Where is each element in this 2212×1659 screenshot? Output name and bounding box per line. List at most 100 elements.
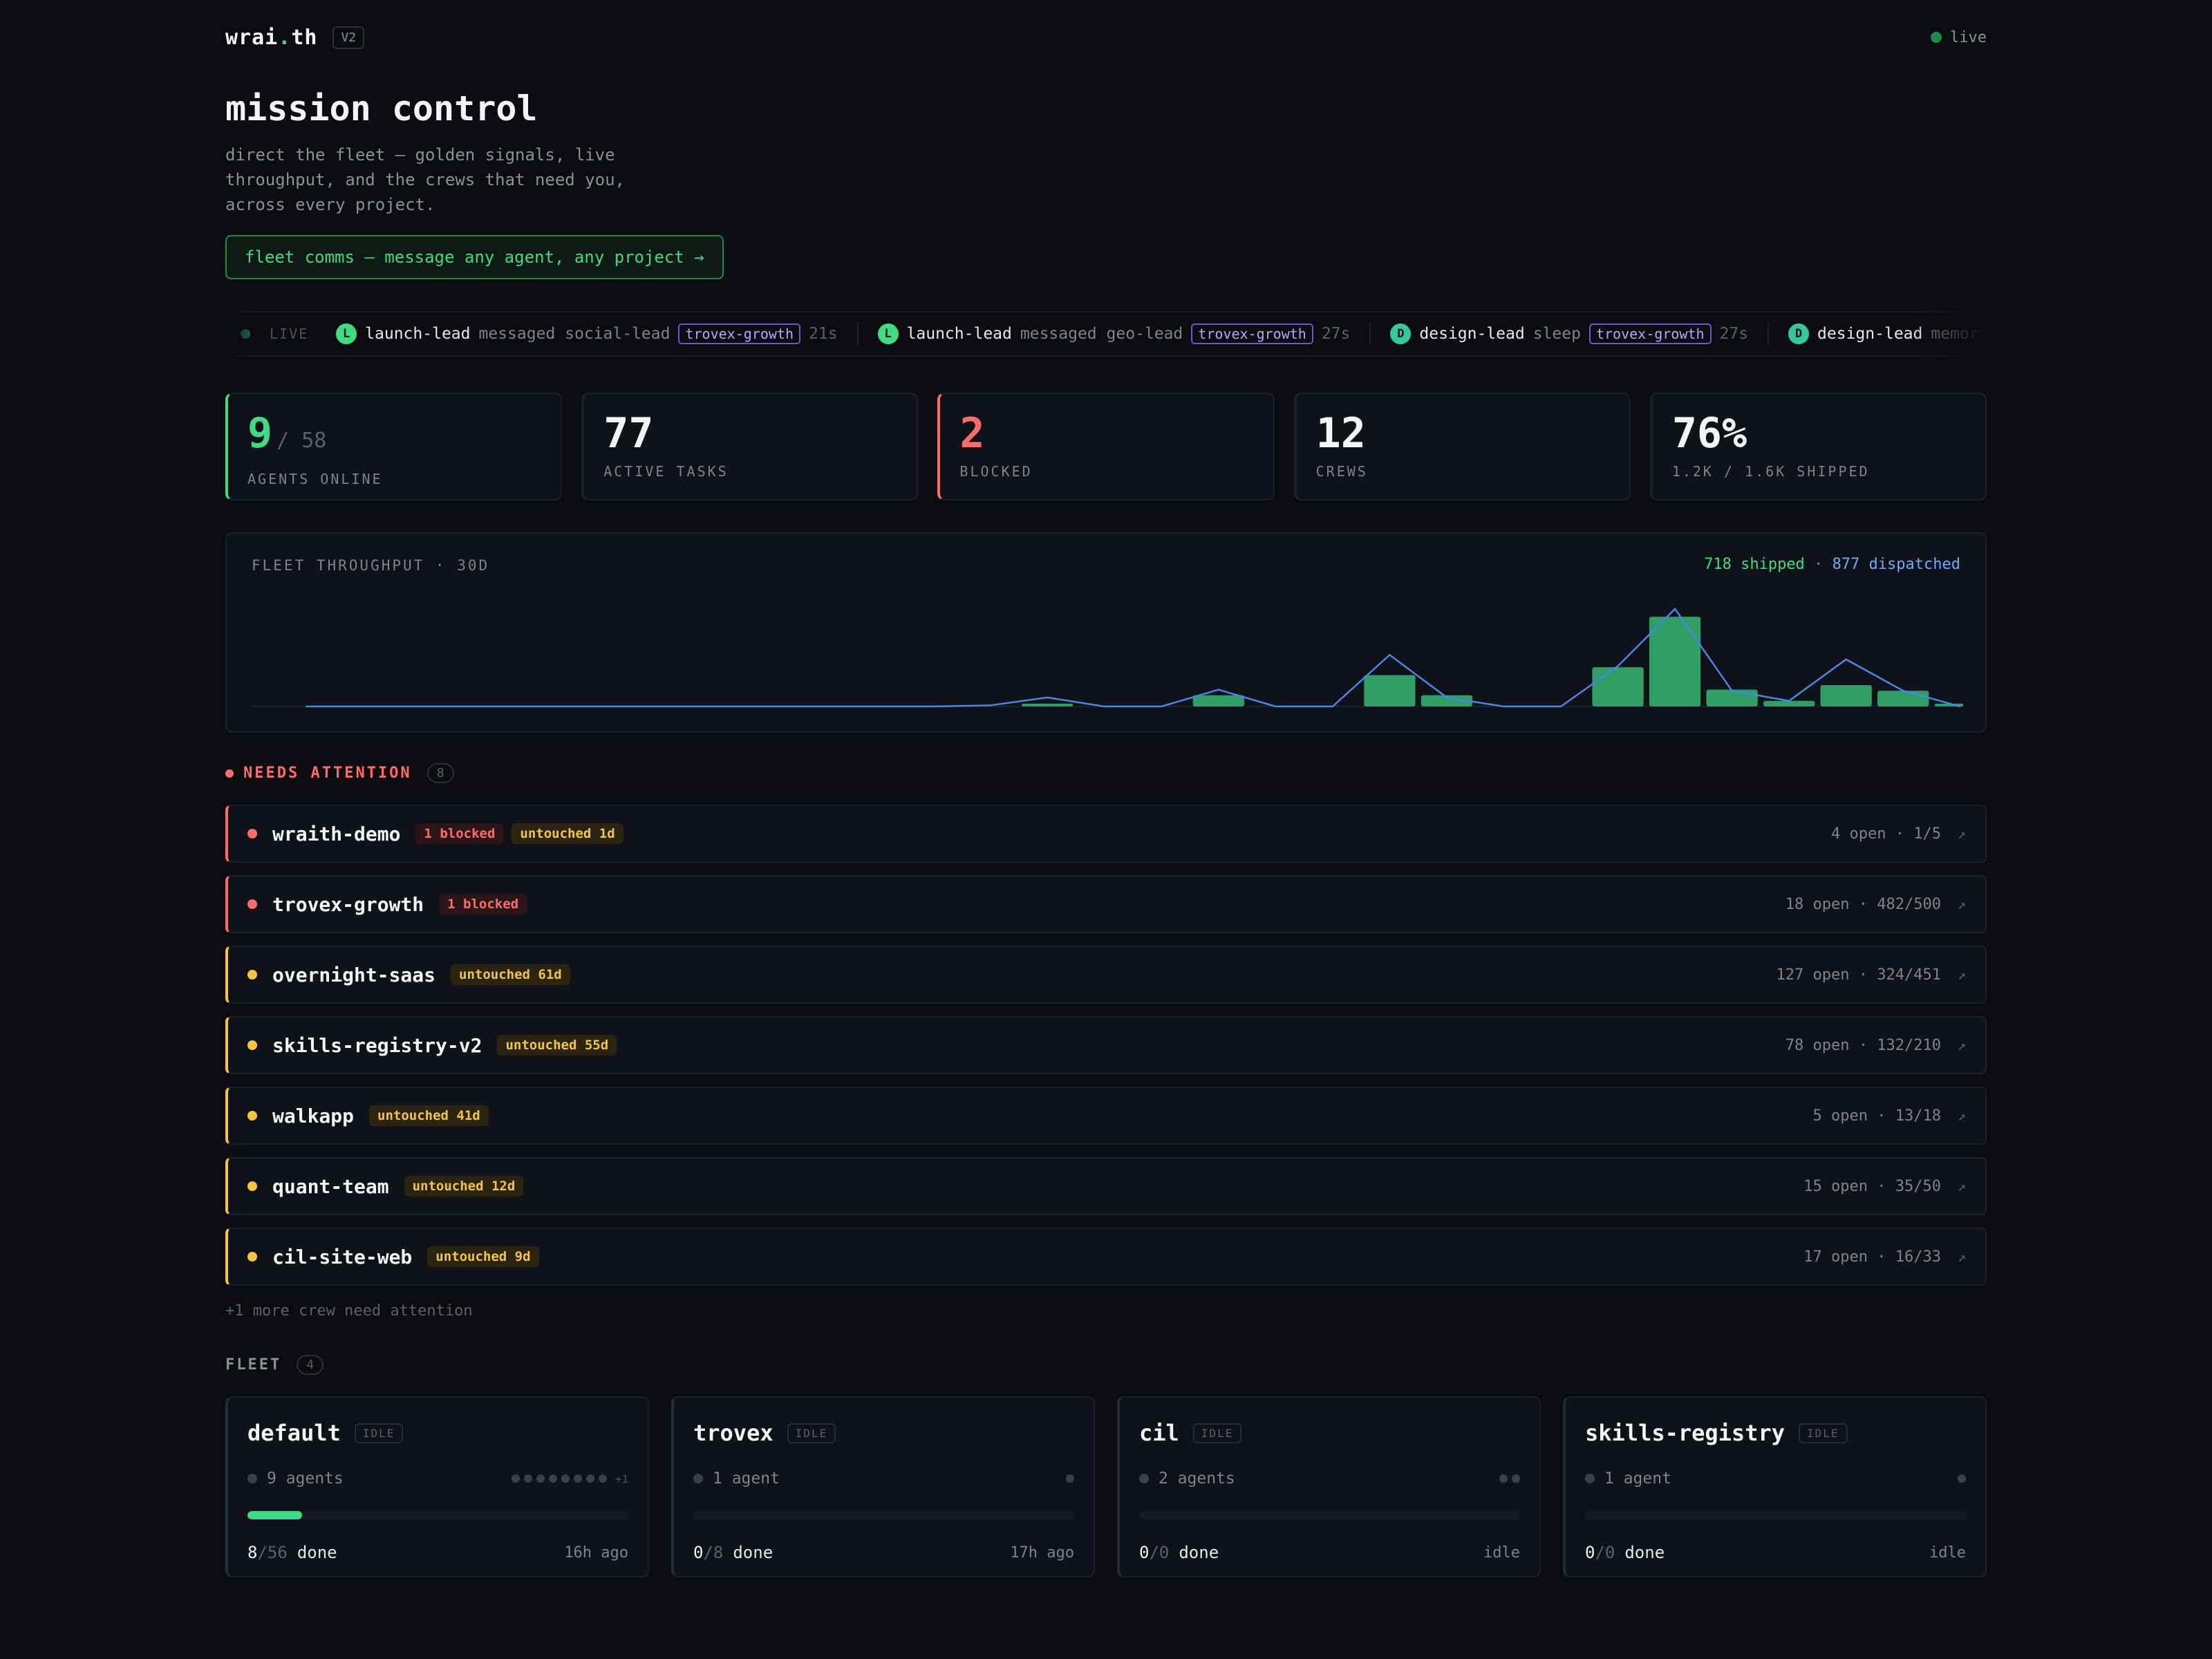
project-meta: 5 open · 13/18 bbox=[1812, 1107, 1941, 1125]
ticker-time: 27s bbox=[1321, 325, 1351, 343]
crew-done-label: done bbox=[733, 1543, 774, 1562]
agent-dot-icon bbox=[523, 1474, 532, 1483]
attention-row[interactable]: walkapp untouched 41d 5 open · 13/18 ↗ bbox=[225, 1087, 1987, 1145]
agent-dots bbox=[1066, 1474, 1074, 1483]
project-tag[interactable]: trovex-growth bbox=[678, 324, 800, 344]
stat-value: 76% bbox=[1672, 409, 1966, 458]
external-link-icon[interactable]: ↗ bbox=[1957, 1107, 1966, 1124]
external-link-icon[interactable]: ↗ bbox=[1957, 1178, 1966, 1194]
crew-card[interactable]: skills-registry IDLE 1 agent 0/0 done idle bbox=[1563, 1396, 1987, 1577]
agent-dots bbox=[1499, 1474, 1520, 1483]
stat-label: ACTIVE TASKS bbox=[603, 463, 729, 480]
external-link-icon[interactable]: ↗ bbox=[1957, 825, 1966, 842]
attention-row[interactable]: skills-registry-v2 untouched 55d 78 open ·… bbox=[225, 1016, 1987, 1074]
crew-agents: 2 agents bbox=[1139, 1470, 1520, 1488]
external-link-icon[interactable]: ↗ bbox=[1957, 966, 1966, 983]
more-attention-link[interactable]: +1 more crew need attention bbox=[225, 1302, 473, 1320]
dispatched-point bbox=[476, 706, 478, 707]
legend-shipped: 718 shipped bbox=[1704, 556, 1805, 573]
agent-dot-icon bbox=[573, 1474, 582, 1483]
project-tag[interactable]: trovex-growth bbox=[1588, 324, 1712, 344]
crew-done-label: done bbox=[1624, 1543, 1665, 1562]
live-dot-icon bbox=[1931, 32, 1942, 43]
stat-number: 9 bbox=[247, 409, 273, 458]
shipped-bar bbox=[1706, 689, 1758, 706]
agent-dot-icon bbox=[536, 1474, 545, 1483]
live-status-label: live bbox=[1950, 28, 1987, 46]
dispatched-point bbox=[932, 706, 934, 707]
crew-card[interactable]: trovex IDLE 1 agent 0/8 done 17h ago bbox=[671, 1396, 1095, 1577]
status-badge: untouched 1d bbox=[512, 823, 624, 844]
logo[interactable]: wrai.th bbox=[225, 26, 317, 50]
attention-row[interactable]: cil-site-web untouched 9d 17 open · 16/33 ↗ bbox=[225, 1228, 1987, 1286]
crew-agents: 1 agent bbox=[1585, 1470, 1966, 1488]
fleet-header: FLEET 4 bbox=[225, 1355, 324, 1375]
stat-number: 2 bbox=[959, 409, 985, 458]
needs-attention-count: 8 bbox=[427, 763, 454, 783]
attention-row[interactable]: trovex-growth 1 blocked 18 open · 482/500 ↗ bbox=[225, 875, 1987, 933]
agent-dot-icon bbox=[1958, 1474, 1966, 1483]
crew-card-footer: 0/0 done idle bbox=[1139, 1543, 1520, 1562]
crew-agent-count: 1 agent bbox=[1604, 1470, 1671, 1488]
crew-done-count: 8 bbox=[247, 1543, 258, 1562]
crew-card[interactable]: default IDLE 9 agents +1 8/56 done 16h ago bbox=[225, 1396, 649, 1577]
brand[interactable]: wrai.th V2 bbox=[225, 26, 365, 50]
crew-total-count: /0 bbox=[1149, 1543, 1170, 1562]
ticker-agent: launch-lead bbox=[906, 325, 1012, 343]
dispatched-point bbox=[1446, 697, 1447, 698]
attention-row[interactable]: overnight-saas untouched 61d 127 open · 32… bbox=[225, 946, 1987, 1004]
status-dot-icon bbox=[247, 899, 257, 909]
stat-cards: 9/ 58 AGENTS ONLINE 77 ACTIVE TASKS 2 BLOCKED… bbox=[225, 393, 1987, 500]
shipped-bar bbox=[1820, 685, 1872, 706]
stat-card: 76% 1.2K / 1.6K SHIPPED bbox=[1649, 393, 1987, 500]
project-name: quant-team bbox=[272, 1174, 389, 1198]
external-link-icon[interactable]: ↗ bbox=[1957, 1037, 1966, 1053]
crew-progress-bar bbox=[693, 1511, 1074, 1519]
ticker-action: sleep bbox=[1533, 325, 1581, 343]
external-link-icon[interactable]: ↗ bbox=[1957, 1248, 1966, 1265]
stat-value: 12 bbox=[1316, 409, 1610, 458]
ticker-agent: design-lead bbox=[1817, 325, 1923, 343]
ticker-live-dot-icon bbox=[241, 329, 250, 339]
crew-progress-bar bbox=[247, 1511, 628, 1519]
crew-card-header: default IDLE bbox=[247, 1420, 628, 1446]
fleet-title: FLEET bbox=[225, 1356, 282, 1374]
status-badge: untouched 61d bbox=[451, 964, 570, 985]
project-meta: 4 open · 1/5 bbox=[1831, 825, 1941, 843]
dispatched-point bbox=[1674, 608, 1676, 610]
dispatched-point bbox=[1788, 700, 1790, 702]
stat-label: AGENTS ONLINE bbox=[247, 471, 383, 487]
version-badge: V2 bbox=[332, 26, 365, 49]
ticker-action: messaged social-lead bbox=[478, 325, 671, 343]
ticker-live-indicator: LIVE bbox=[225, 326, 336, 342]
crew-card[interactable]: cil IDLE 2 agents 0/0 done idle bbox=[1117, 1396, 1541, 1577]
status-badge: 1 blocked bbox=[415, 823, 504, 844]
crew-done-count: 0 bbox=[1585, 1543, 1595, 1562]
page-title: mission control bbox=[225, 88, 538, 129]
project-tag[interactable]: trovex-growth bbox=[1191, 324, 1313, 344]
stat-card: 77 ACTIVE TASKS bbox=[581, 393, 919, 500]
crew-done-label: done bbox=[1179, 1543, 1219, 1562]
project-meta: 17 open · 16/33 bbox=[1803, 1248, 1941, 1266]
attention-row[interactable]: quant-team untouched 12d 15 open · 35/50 ↗ bbox=[225, 1157, 1987, 1215]
status-badge: 1 blocked bbox=[439, 894, 527, 915]
needs-attention-header: NEEDS ATTENTION 8 bbox=[225, 763, 454, 783]
agent-dot-icon bbox=[598, 1474, 607, 1483]
crew-agent-count: 2 agents bbox=[1159, 1470, 1235, 1488]
stat-number: 77 bbox=[603, 409, 654, 458]
chart-title: FLEET THROUGHPUT · 30D bbox=[252, 557, 490, 574]
status-badge: untouched 12d bbox=[404, 1176, 524, 1197]
crew-state-badge: IDLE bbox=[354, 1423, 404, 1443]
crew-total-count: /0 bbox=[1595, 1543, 1615, 1562]
fleet-comms-button[interactable]: fleet comms — message any agent, any pro… bbox=[225, 235, 724, 279]
dispatched-point bbox=[1560, 706, 1562, 707]
agent-status-dot-icon bbox=[1585, 1474, 1595, 1483]
attention-row[interactable]: wraith-demo 1 blocked untouched 1d 4 open ·… bbox=[225, 805, 1987, 863]
crew-state-badge: IDLE bbox=[787, 1423, 836, 1443]
external-link-icon[interactable]: ↗ bbox=[1957, 896, 1966, 912]
